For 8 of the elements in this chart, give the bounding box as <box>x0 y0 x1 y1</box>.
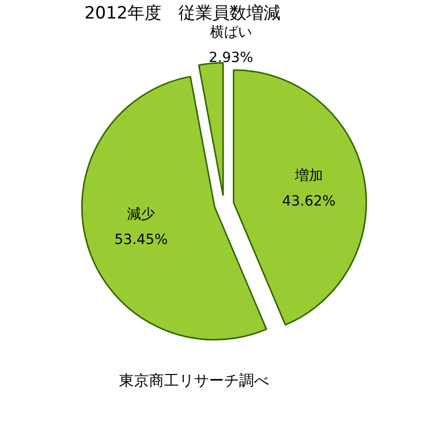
slice-label: 減少 <box>127 206 156 222</box>
data-label: 53.45% <box>114 232 168 248</box>
text: 東京商工リサーチ調べ <box>119 371 270 390</box>
data-label: 2.93% <box>208 50 254 66</box>
slice-label: 増加 <box>294 166 323 184</box>
data-label: 43.62% <box>282 194 336 210</box>
chart-title: 2012年度 従業員数増減 <box>84 3 281 24</box>
slice-label: 横ばい <box>210 24 252 40</box>
